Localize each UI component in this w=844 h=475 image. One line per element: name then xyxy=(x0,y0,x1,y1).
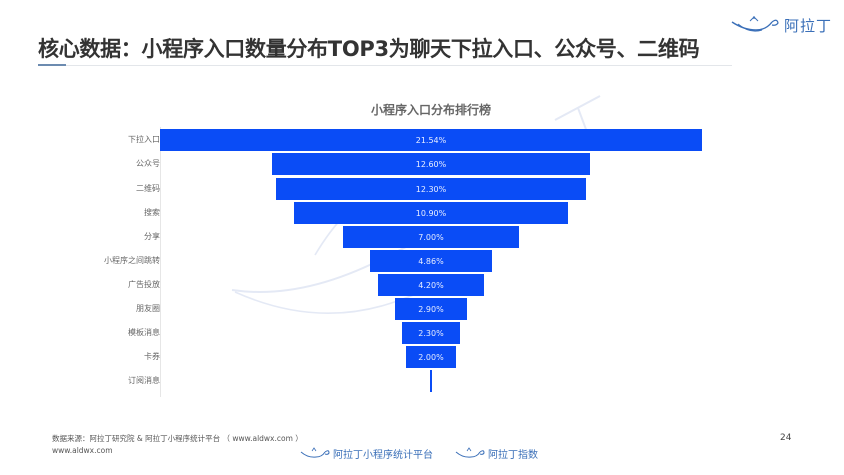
bar-value-label: 2.30% xyxy=(418,328,444,338)
funnel-bar[interactable]: 10.90% xyxy=(293,202,569,224)
category-label: 二维码 xyxy=(136,184,160,193)
category-label: 下拉入口 xyxy=(128,135,160,144)
title-accent-bar xyxy=(38,64,66,66)
magic-lamp-icon xyxy=(731,16,779,32)
chart-title: 小程序入口分布排行榜 xyxy=(370,103,491,117)
funnel-bar[interactable]: 12.30% xyxy=(276,178,586,200)
brand-name: 阿拉丁 xyxy=(784,16,833,35)
funnel-bar[interactable]: 21.54% xyxy=(160,129,702,151)
funnel-bar[interactable]: 4.20% xyxy=(378,274,484,296)
bar-value-label: 12.60% xyxy=(415,159,447,169)
bar-value-label: 12.30% xyxy=(415,184,447,194)
bar-value-label: 7.00% xyxy=(418,232,444,242)
category-label: 搜索 xyxy=(144,208,160,217)
category-label: 订阅消息 xyxy=(128,376,160,385)
category-label: 朋友圈 xyxy=(136,304,160,313)
data-source-note: 数据来源：阿拉丁研究院 & 阿拉丁小程序统计平台 （ www.aldwx.com… xyxy=(52,434,303,443)
category-label: 分享 xyxy=(144,232,160,241)
title-divider xyxy=(38,65,732,66)
page-title: 核心数据：小程序入口数量分布TOP3为聊天下拉入口、公众号、二维码 xyxy=(38,37,700,61)
bar-value-label: 2.00% xyxy=(418,352,444,362)
page-number: 24 xyxy=(780,433,792,443)
funnel-bar[interactable]: 2.30% xyxy=(402,322,460,344)
funnel-bar[interactable]: 2.00% xyxy=(405,346,457,368)
category-label: 小程序之间跳转 xyxy=(104,256,160,265)
funnel-bar[interactable]: 12.60% xyxy=(272,153,590,175)
category-label: 卡券 xyxy=(144,352,160,361)
bar-value-label: 21.54% xyxy=(415,135,447,145)
bar-value-label: 4.20% xyxy=(418,280,444,290)
footer-logo-label: 阿拉丁小程序统计平台 xyxy=(333,450,433,461)
magic-lamp-icon xyxy=(455,446,485,458)
footer-logo-stats-platform: 阿拉丁小程序统计平台 xyxy=(300,446,433,461)
bar-value-label: 2.90% xyxy=(418,304,444,314)
bar-value-label: 10.90% xyxy=(415,208,447,218)
footer-logo-index: 阿拉丁指数 xyxy=(455,446,538,461)
funnel-bar[interactable]: 7.00% xyxy=(342,226,520,248)
bar-value-label: 4.86% xyxy=(418,256,444,266)
funnel-bar[interactable]: 4.86% xyxy=(369,250,493,272)
brand-logo: 阿拉丁 xyxy=(730,12,832,38)
magic-lamp-icon xyxy=(300,446,330,458)
funnel-bar[interactable]: 2.90% xyxy=(394,298,468,320)
category-label: 公众号 xyxy=(136,159,160,168)
footer-logo-label: 阿拉丁指数 xyxy=(488,450,538,461)
category-label: 模板消息 xyxy=(128,328,160,337)
y-axis-line xyxy=(160,127,161,397)
category-label: 广告投放 xyxy=(128,280,160,289)
footer-url[interactable]: www.aldwx.com xyxy=(52,446,113,455)
funnel-bar[interactable] xyxy=(429,370,433,392)
